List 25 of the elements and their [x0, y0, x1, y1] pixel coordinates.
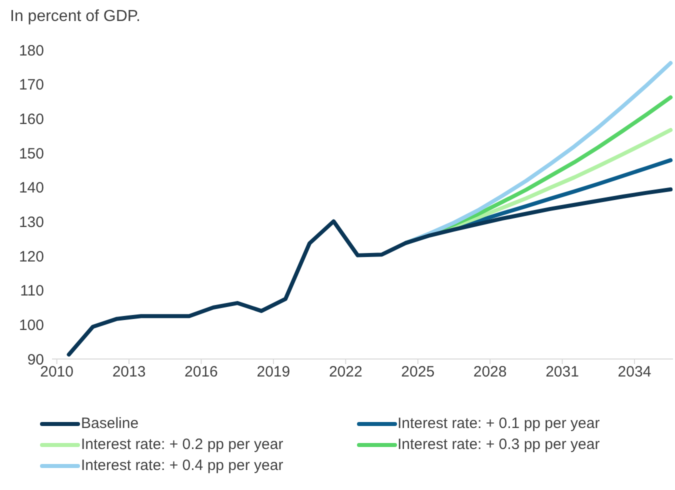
legend-label: Baseline — [81, 415, 139, 432]
x-tick-label: 2031 — [546, 364, 579, 381]
y-tick-label: 150 — [18, 145, 44, 162]
x-tick-label: 2010 — [40, 364, 74, 381]
x-tick-label: 2034 — [618, 364, 652, 381]
x-tick-label: 2016 — [184, 364, 218, 381]
y-tick-label: 100 — [18, 316, 44, 334]
y-tick-label: 170 — [18, 76, 44, 94]
legend-label: Interest rate: + 0.3 pp per year — [398, 436, 600, 453]
x-tick-label: 2028 — [473, 364, 507, 381]
legend-label: Interest rate: + 0.1 pp per year — [398, 415, 600, 432]
y-tick-label: 120 — [18, 248, 44, 266]
y-tick-label: 160 — [18, 110, 44, 128]
x-tick-label: 2022 — [328, 364, 362, 381]
legend-label: Interest rate: + 0.2 pp per year — [81, 436, 284, 453]
y-tick-label: 130 — [18, 214, 44, 231]
y-tick-label: 140 — [18, 180, 44, 197]
y-tick-label: 110 — [20, 282, 44, 300]
legend-label: Interest rate: + 0.4 pp per year — [81, 457, 284, 474]
x-tick-label: 2019 — [256, 364, 290, 381]
y-axis-title: In percent of GDP. — [10, 8, 142, 27]
line-series — [66, 187, 673, 357]
y-tick-label: 180 — [18, 42, 44, 60]
x-tick-label: 2013 — [112, 364, 146, 381]
x-tick-label: 2025 — [401, 364, 435, 381]
